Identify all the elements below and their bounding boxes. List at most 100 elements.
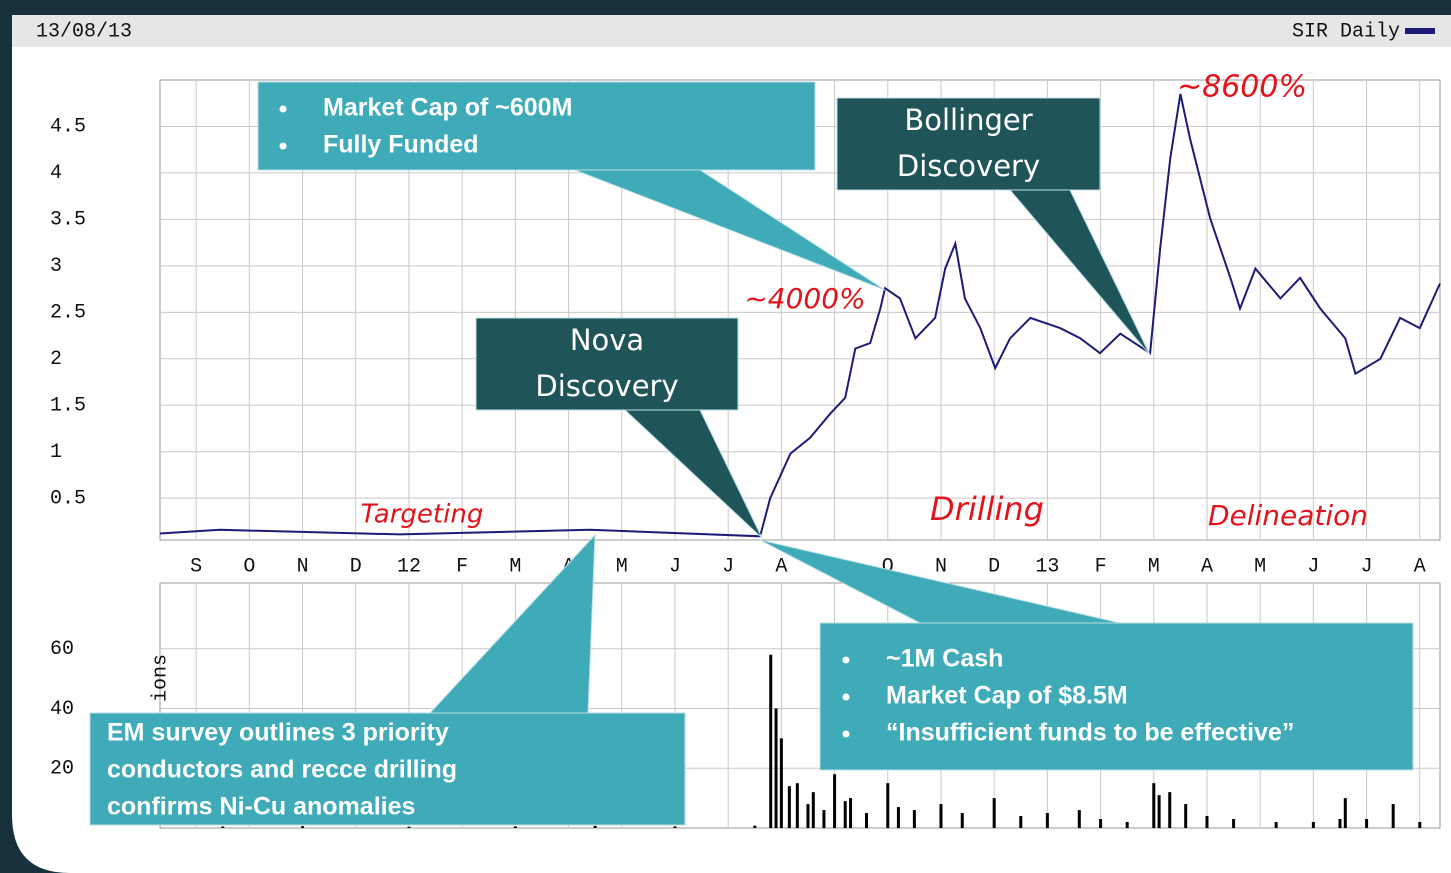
phase-label: Delineation <box>1208 499 1368 532</box>
callout-text: Nova <box>570 323 644 357</box>
volume-bar <box>1311 822 1315 828</box>
volume-bar <box>1184 804 1188 828</box>
x-tick-label: J <box>669 555 681 578</box>
volume-bar <box>822 810 826 828</box>
x-tick-label: F <box>1095 555 1107 578</box>
volume-bar <box>865 813 869 828</box>
volume-bar <box>301 826 305 828</box>
volume-bar <box>787 786 791 828</box>
price-line <box>159 93 1441 538</box>
x-tick-label: 12 <box>397 555 421 578</box>
volume-bar <box>1232 819 1236 828</box>
callout-box <box>89 712 686 826</box>
y-tick-label: 4.5 <box>50 116 86 139</box>
callout-text: Discovery <box>535 369 678 403</box>
volume-frame <box>159 582 1441 829</box>
y-tick-label: 3 <box>50 255 62 278</box>
callout-text: EM survey outlines 3 priority <box>107 719 449 747</box>
callout-box <box>475 317 739 411</box>
callout: Nova Discovery <box>475 317 763 539</box>
bullet <box>842 656 850 664</box>
y-tick-label: 40 <box>50 698 74 721</box>
y-tick-label: 1.5 <box>50 395 86 418</box>
x-tick-label: J <box>1307 555 1319 578</box>
y-tick-label: 1 <box>50 441 62 464</box>
x-tick-label: 13 <box>1035 555 1059 578</box>
x-tick-label: M <box>1254 555 1266 578</box>
volume-bar <box>806 804 810 828</box>
volume-bar <box>939 804 943 828</box>
volume-bar <box>849 798 853 828</box>
y-tick-label: 3.5 <box>50 209 86 232</box>
volume-bar <box>673 826 677 828</box>
volume-bar <box>896 807 900 828</box>
legend-label: SIR Daily <box>1292 20 1400 43</box>
volume-bar <box>1274 822 1278 828</box>
volume-bar <box>774 708 778 828</box>
callout-box <box>836 97 1101 191</box>
callout: EM survey outlines 3 priority conductors … <box>89 533 686 826</box>
volume-bar <box>1418 822 1422 828</box>
x-tick-label: O <box>243 555 255 578</box>
x-tick-label: M <box>509 555 521 578</box>
volume-bar <box>886 783 890 828</box>
volume-bar <box>1338 819 1342 828</box>
callout-text: Discovery <box>897 149 1040 183</box>
volume-bar <box>513 826 517 828</box>
phase-label: Drilling <box>930 490 1044 528</box>
volume-bar <box>811 792 815 828</box>
x-tick-label: F <box>456 555 468 578</box>
x-tick-label: J <box>1361 555 1373 578</box>
y-tick-label: 4 <box>50 162 62 185</box>
x-tick-label: M <box>616 555 628 578</box>
volume-bar <box>221 826 225 828</box>
callout-text: conductors and recce drilling <box>107 756 457 784</box>
y-tick-label: 2.5 <box>50 302 86 325</box>
volume-bar <box>1365 819 1369 828</box>
y-tick-label: 2 <box>50 348 62 371</box>
volume-bar <box>1391 804 1395 828</box>
y-tick-label: 60 <box>50 638 74 661</box>
callout: Market Cap of ~600M Fully Funded <box>257 81 886 291</box>
annotation: ~8600% <box>1177 70 1307 105</box>
volume-bar <box>1019 816 1023 828</box>
x-tick-label: A <box>1201 555 1213 578</box>
volume-bar <box>1168 792 1172 828</box>
volume-bar <box>1045 813 1049 828</box>
phase-label: Targeting <box>361 500 484 530</box>
volume-bar <box>593 825 597 828</box>
bullet <box>842 693 850 701</box>
callout: Bollinger Discovery <box>836 97 1151 356</box>
x-tick-label: N <box>297 555 309 578</box>
callout-text: Fully Funded <box>323 131 479 159</box>
volume-bar <box>843 801 847 828</box>
x-tick-label: A <box>775 555 787 578</box>
price-frame <box>159 79 1441 541</box>
volume-bar <box>1099 819 1103 828</box>
volume-bar <box>769 654 773 828</box>
volume-bar <box>1205 816 1209 828</box>
callout-text: Market Cap of ~600M <box>323 94 572 122</box>
callout-box <box>819 622 1414 771</box>
callout-box <box>257 81 816 171</box>
y-tick-label: 0.5 <box>50 487 86 510</box>
header-bar <box>12 15 1451 47</box>
volume-bar <box>1152 783 1156 828</box>
legend-swatch <box>1405 28 1435 34</box>
callout: ~1M Cash Market Cap of $8.5M “Insufficient… <box>759 539 1414 771</box>
x-tick-label: N <box>935 555 947 578</box>
volume-bar <box>1343 798 1347 828</box>
volume-bar <box>1125 822 1129 828</box>
callout-text: Market Cap of $8.5M <box>886 682 1128 710</box>
volume-bar <box>912 810 916 828</box>
y-tick-label: 20 <box>50 758 74 781</box>
y-axis-label: ions <box>149 654 172 702</box>
volume-bar <box>753 825 757 828</box>
bullet <box>279 105 287 113</box>
volume-bar <box>795 783 799 828</box>
bullet <box>842 730 850 738</box>
volume-bar <box>1157 795 1161 828</box>
callout-text: ~1M Cash <box>886 645 1003 673</box>
annotation: ~4000% <box>744 282 865 315</box>
